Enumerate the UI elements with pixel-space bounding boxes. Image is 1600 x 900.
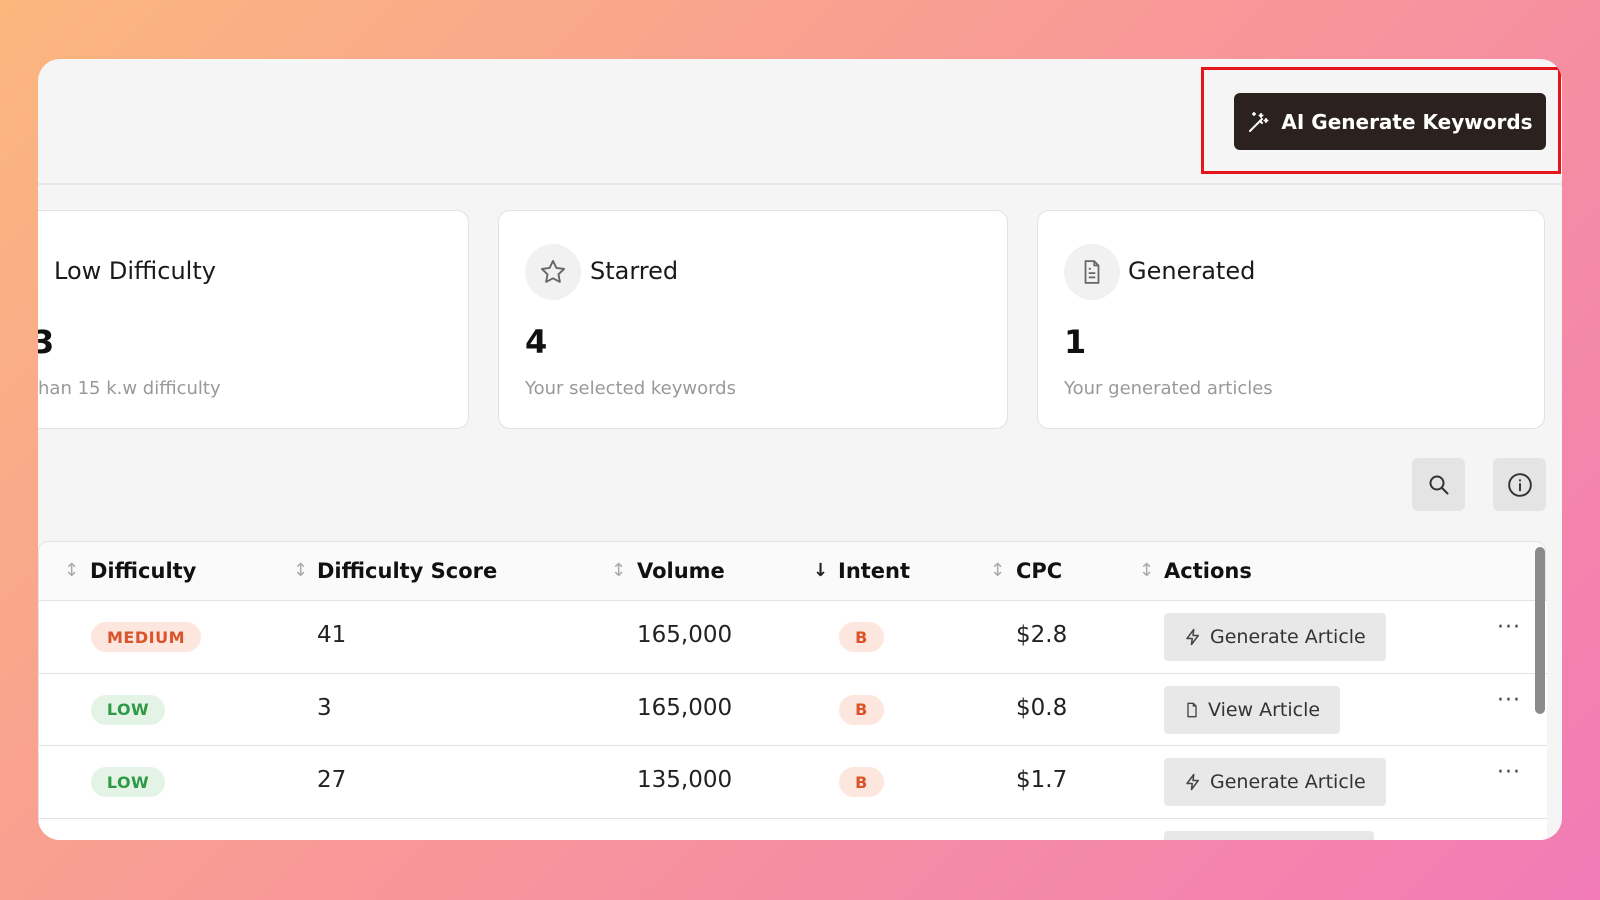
action-button[interactable]: View Article	[1164, 685, 1341, 734]
action-label: Generate Article	[1210, 771, 1366, 793]
volume: 135,000	[637, 767, 733, 793]
search-button[interactable]	[1412, 458, 1465, 511]
column-header[interactable]: CPC	[1016, 559, 1063, 583]
card-caption: Your generated articles	[1064, 378, 1273, 399]
difficulty-badge: MEDIUM	[91, 622, 201, 652]
intent-badge: B	[839, 622, 884, 652]
sort-arrow[interactable]: ↕	[1139, 560, 1155, 581]
intent-badge: B	[839, 694, 884, 725]
sort-arrow[interactable]: ↓	[813, 560, 829, 581]
card-label: Low Difficulty	[54, 257, 216, 285]
volume: 165,000	[637, 694, 733, 721]
column-header[interactable]: Difficulty Score	[317, 559, 498, 583]
column-header[interactable]: Volume	[637, 559, 725, 583]
more-menu[interactable]: ···	[1497, 760, 1521, 785]
difficulty-score: 41	[317, 622, 347, 648]
cpc: $0.8	[1016, 694, 1068, 721]
sort-arrow[interactable]: ↕	[293, 560, 309, 581]
card-value: 1	[1064, 323, 1087, 361]
table-row[interactable]: LOW 3 165,000 B $0.8 View Article ···	[39, 672, 1547, 745]
table-row[interactable]	[39, 817, 1547, 840]
stat-card: Low Difficulty 3 han 15 k.w difficulty	[38, 210, 469, 429]
action-button[interactable]: Generate Article	[1164, 613, 1386, 661]
sort-arrow[interactable]: ↕	[64, 560, 80, 581]
column-header[interactable]: Intent	[838, 559, 911, 583]
highlight-box	[1201, 67, 1561, 174]
card-value: 3	[38, 323, 54, 361]
more-menu[interactable]: ···	[1497, 615, 1521, 640]
scrollbar[interactable]	[1535, 547, 1545, 714]
difficulty-badge: LOW	[91, 694, 165, 725]
stat-card: Starred 4 Your selected keywords	[498, 210, 1008, 429]
star-icon	[525, 244, 581, 300]
ai-generate-button[interactable]: AI Generate Keywords	[1234, 93, 1546, 150]
difficulty-score: 27	[317, 767, 347, 793]
sort-arrow[interactable]: ↕	[990, 560, 1006, 581]
volume: 165,000	[637, 622, 733, 648]
difficulty-score: 3	[317, 694, 332, 721]
intent-badge: B	[839, 767, 884, 797]
header-divider	[38, 183, 1562, 185]
card-label: Starred	[590, 257, 679, 285]
table-row[interactable]: LOW 27 135,000 B $1.7 Generate Article ···	[39, 745, 1547, 818]
more-menu[interactable]: ···	[1497, 687, 1521, 713]
cpc: $2.8	[1016, 622, 1068, 648]
button-label: AI Generate Keywords	[1281, 109, 1533, 134]
card-value: 4	[525, 323, 548, 361]
cpc: $1.7	[1016, 767, 1068, 793]
keywords-table: ↕ Difficulty ↕ Difficulty Score ↕ Volume ↓ Inte…	[38, 541, 1547, 840]
action-label: Generate Article	[1210, 626, 1366, 648]
wand-icon	[1249, 111, 1269, 132]
sort-arrow[interactable]: ↕	[611, 560, 627, 581]
column-header[interactable]: Difficulty	[90, 559, 197, 583]
action-button[interactable]	[1164, 830, 1374, 840]
card-caption: han 15 k.w difficulty	[38, 378, 221, 399]
difficulty-badge: LOW	[91, 767, 165, 797]
action-label: View Article	[1208, 698, 1321, 721]
app-panel: AI Generate Keywords Low Difficulty 3 ha…	[38, 59, 1562, 840]
info-button[interactable]	[1493, 458, 1546, 511]
file-icon	[1064, 244, 1120, 300]
stat-card: Generated 1 Your generated articles	[1037, 210, 1545, 429]
card-caption: Your selected keywords	[525, 378, 736, 399]
column-header[interactable]: Actions	[1164, 559, 1252, 583]
card-label: Generated	[1128, 257, 1256, 285]
table-row[interactable]: MEDIUM 41 165,000 B $2.8 Generate Article ···	[39, 600, 1547, 673]
action-button[interactable]: Generate Article	[1164, 758, 1386, 806]
